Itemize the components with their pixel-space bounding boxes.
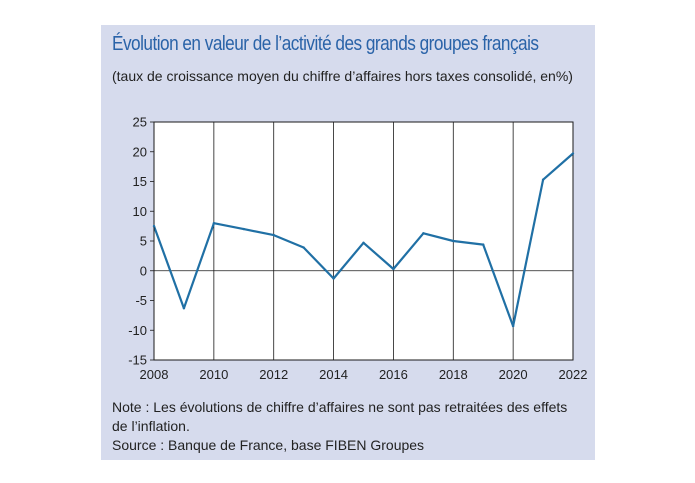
y-tick-label: -5 <box>135 293 147 308</box>
chart-note: Note : Les évolutions de chiffre d’affai… <box>112 399 568 434</box>
x-tick-label: 2014 <box>319 367 348 382</box>
series-points <box>152 152 575 328</box>
x-tick-label: 2016 <box>379 367 408 382</box>
x-axis-ticks: 2008 2010 2012 2014 2016 2018 2020 2022 <box>140 367 588 382</box>
plot-area <box>154 122 573 360</box>
y-tick-label: 25 <box>133 115 147 130</box>
data-point <box>482 243 485 246</box>
plot-frame <box>153 121 574 361</box>
chart-title: Évolution en valeur de l’activité des gr… <box>112 33 539 55</box>
data-point <box>571 152 575 155</box>
data-point <box>392 267 395 271</box>
y-tick-label: 5 <box>140 234 147 249</box>
data-point <box>302 246 305 249</box>
data-point <box>212 221 216 225</box>
y-tick-label: -10 <box>128 323 147 338</box>
data-point <box>152 224 156 228</box>
data-point <box>511 324 515 328</box>
x-tick-label: 2010 <box>199 367 228 382</box>
y-tick-label: 15 <box>133 174 147 189</box>
y-tick-label: -15 <box>128 353 147 368</box>
data-point <box>182 307 186 310</box>
x-tick-label: 2008 <box>140 367 169 382</box>
x-tick-label: 2022 <box>559 367 588 382</box>
y-tick-label: 0 <box>140 263 147 278</box>
chart-subtitle: (taux de croissance moyen du chiffre d’a… <box>112 68 573 84</box>
data-point <box>541 178 545 181</box>
x-tick-label: 2020 <box>499 367 528 382</box>
y-tick-label: 10 <box>133 204 147 219</box>
y-tick-label: 20 <box>133 144 147 159</box>
data-point <box>332 277 335 280</box>
data-point <box>272 233 275 237</box>
data-point <box>452 239 455 243</box>
chart-source: Source : Banque de France, base FIBEN Gr… <box>112 437 425 453</box>
x-tick-label: 2012 <box>259 367 288 382</box>
y-axis-ticks: 25 20 15 10 5 0 -5 -10 -15 <box>128 115 154 368</box>
data-point <box>242 227 245 231</box>
data-point <box>422 232 425 235</box>
x-tick-label: 2018 <box>439 367 468 382</box>
data-point <box>362 241 365 244</box>
